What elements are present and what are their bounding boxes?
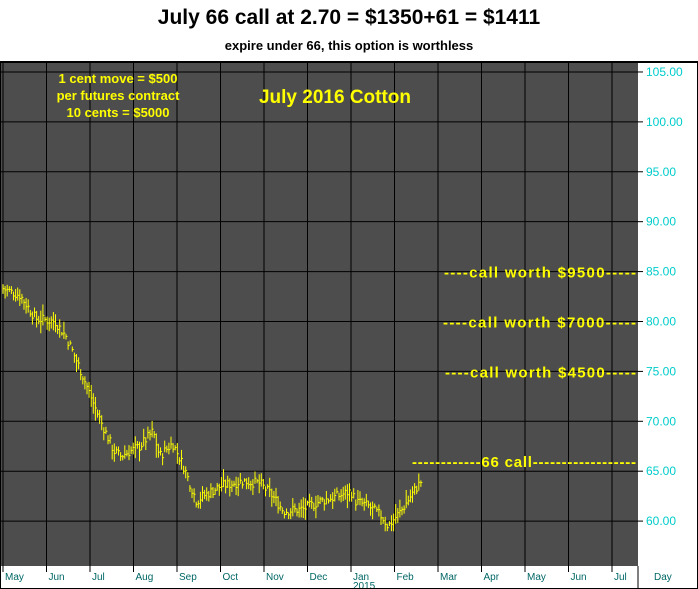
y-tick-label: 105.00 xyxy=(646,65,683,79)
x-tick-label: Jul xyxy=(92,572,105,583)
x-tick-label: Jun xyxy=(571,572,587,583)
y-tick-label: 60.00 xyxy=(646,514,676,528)
chart-annotations: ----call worth $9500----- ----call worth … xyxy=(412,265,636,472)
y-tick-label: 70.00 xyxy=(646,414,676,428)
x-tick-label: Feb xyxy=(397,572,415,583)
annotation-label: ----call worth $4500----- xyxy=(445,364,636,381)
x-year-label: 2015 xyxy=(353,581,376,589)
x-tick-label: Nov xyxy=(266,572,284,583)
chart-subtitle: expire under 66, this option is worthles… xyxy=(224,38,474,53)
x-tick-label: Aug xyxy=(136,572,154,583)
info-line-1: 1 cent move = $500 xyxy=(59,71,178,86)
y-tick-label: 65.00 xyxy=(646,464,676,478)
annotation-label: ------------66 call------------------ xyxy=(412,454,636,471)
info-line-3: 10 cents = $5000 xyxy=(67,105,170,120)
chart-inner-title: July 2016 Cotton xyxy=(259,87,411,108)
x-tick-label: May xyxy=(527,572,546,583)
x-tick-label: May xyxy=(5,572,24,583)
y-tick-label: 95.00 xyxy=(646,165,676,179)
y-tick-label: 80.00 xyxy=(646,314,676,328)
x-tick-label: Jul xyxy=(614,572,627,583)
x-tick-label: Apr xyxy=(484,572,500,583)
x-tick-label: Dec xyxy=(310,572,328,583)
x-axis-area xyxy=(0,566,638,589)
y-tick-label: 75.00 xyxy=(646,364,676,378)
x-tick-label: Jun xyxy=(49,572,65,583)
y-tick-label: 90.00 xyxy=(646,215,676,229)
x-axis-ticks: May Jun Jul Aug Sep Oct Nov Dec Jan Feb Mar Apr May J… xyxy=(2,566,672,589)
y-axis-area xyxy=(638,62,698,589)
x-tick-label: Jan xyxy=(353,572,369,583)
info-line-2: per futures contract xyxy=(57,88,180,103)
price-chart: 105.00 100.00 95.00 90.00 85.00 80.00 75.00 70.… xyxy=(0,62,698,589)
x-tick-label: Mar xyxy=(440,572,458,583)
grid-lines xyxy=(0,62,638,566)
annotation-label: ----call worth $9500----- xyxy=(444,265,636,282)
x-unit-label: Day xyxy=(654,572,672,583)
chart-title: July 66 call at 2.70 = $1350+61 = $1411 xyxy=(157,6,541,29)
x-tick-label: Sep xyxy=(179,572,197,583)
y-tick-label: 85.00 xyxy=(646,265,676,279)
price-bars xyxy=(2,284,423,532)
y-tick-label: 100.00 xyxy=(646,115,683,129)
x-tick-label: Oct xyxy=(223,572,239,583)
plot-area xyxy=(0,62,638,566)
annotation-label: ----call worth $7000----- xyxy=(443,314,636,331)
chart-header: July 66 call at 2.70 = $1350+61 = $1411 … xyxy=(0,0,698,62)
y-axis-ticks: 105.00 100.00 95.00 90.00 85.00 80.00 75.00 70.… xyxy=(638,65,683,528)
